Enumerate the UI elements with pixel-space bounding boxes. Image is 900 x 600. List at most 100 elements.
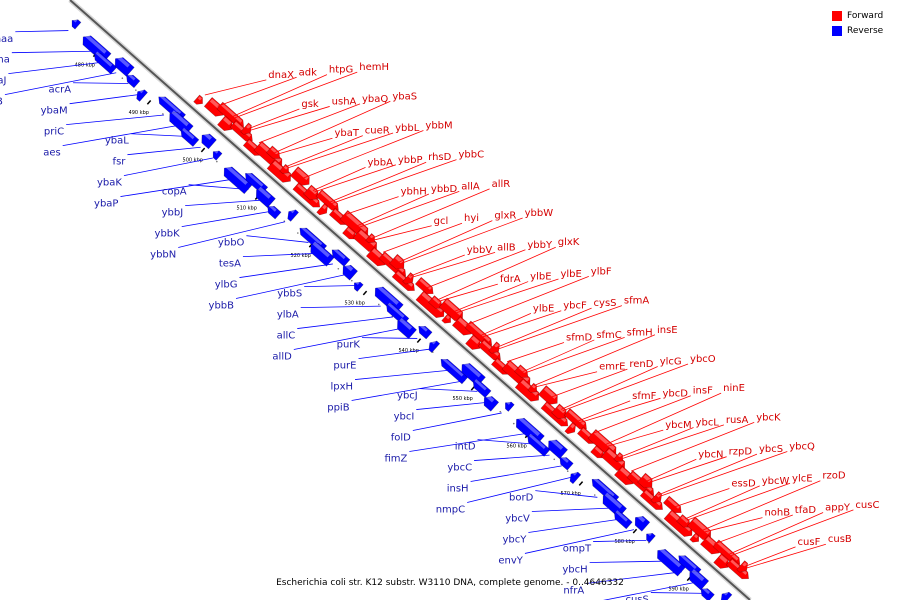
- forward-gene-label[interactable]: fdrA: [500, 274, 521, 285]
- forward-gene-label[interactable]: hemH: [359, 62, 389, 73]
- forward-gene-label[interactable]: ninE: [723, 383, 745, 394]
- forward-gene-label[interactable]: cueR: [365, 126, 390, 137]
- reverse-gene-label[interactable]: allD: [272, 352, 292, 363]
- forward-gene-label[interactable]: dnaX: [268, 70, 294, 81]
- reverse-gene-label[interactable]: acrA: [49, 85, 72, 96]
- reverse-gene-label[interactable]: ybaL: [105, 136, 129, 147]
- forward-gene-label[interactable]: ybbV: [467, 245, 493, 256]
- reverse-gene-label[interactable]: ybbN: [150, 250, 176, 261]
- reverse-gene-label[interactable]: allC: [277, 331, 296, 342]
- reverse-gene-label[interactable]: folD: [391, 433, 411, 444]
- reverse-gene-label[interactable]: ybcJ: [397, 391, 418, 402]
- reverse-gene-label[interactable]: ylbG: [215, 280, 238, 291]
- forward-gene-label[interactable]: ybcL: [696, 417, 720, 428]
- forward-gene-label[interactable]: glxR: [494, 211, 516, 222]
- forward-gene-label[interactable]: ybaT: [334, 128, 359, 139]
- forward-gene-label[interactable]: ylbE: [530, 272, 551, 283]
- forward-gene-label[interactable]: sfmA: [624, 296, 649, 307]
- reverse-gene-label[interactable]: cusS: [625, 595, 648, 600]
- reverse-gene-label[interactable]: maa: [0, 34, 13, 45]
- forward-gene-label[interactable]: sfmD: [566, 333, 592, 344]
- forward-gene-label[interactable]: ybcQ: [789, 442, 815, 453]
- reverse-gene-label[interactable]: borD: [509, 493, 534, 504]
- forward-gene-label[interactable]: ybbC: [458, 150, 484, 161]
- forward-gene-label[interactable]: ybbY: [527, 240, 553, 251]
- reverse-gene-label[interactable]: fsr: [113, 157, 127, 168]
- forward-gene-label[interactable]: allA: [461, 181, 480, 192]
- forward-gene-label[interactable]: hyi: [464, 213, 479, 224]
- reverse-gene-label[interactable]: ybbB: [209, 301, 235, 312]
- forward-gene-label[interactable]: htpG: [329, 65, 353, 76]
- forward-gene-label[interactable]: ybbA: [368, 157, 394, 168]
- forward-gene-label[interactable]: tfaD: [795, 505, 817, 516]
- forward-gene-label[interactable]: rusA: [726, 415, 749, 426]
- forward-gene-label[interactable]: gsk: [301, 99, 319, 110]
- reverse-gene-label[interactable]: purK: [337, 340, 361, 351]
- reverse-gene-label[interactable]: lpxH: [330, 382, 353, 393]
- forward-gene-label[interactable]: ybcK: [756, 412, 781, 423]
- reverse-gene-label[interactable]: nfrA: [563, 585, 584, 596]
- reverse-gene-label[interactable]: acrB: [0, 97, 3, 108]
- reverse-gene-label[interactable]: ybcI: [394, 412, 415, 423]
- reverse-gene-label[interactable]: intD: [455, 442, 476, 453]
- forward-gene-label[interactable]: rzoD: [822, 471, 845, 482]
- forward-gene-label[interactable]: ybcF: [563, 301, 587, 312]
- reverse-gene-label[interactable]: ppiB: [327, 402, 349, 413]
- forward-gene-label[interactable]: emrE: [599, 362, 625, 373]
- reverse-gene-label[interactable]: ybcH: [562, 565, 587, 576]
- reverse-gene-label[interactable]: copA: [162, 187, 187, 198]
- forward-gene-label[interactable]: gcl: [434, 216, 449, 227]
- forward-gene-label[interactable]: ushA: [332, 96, 357, 107]
- forward-gene-label[interactable]: appY: [825, 502, 851, 513]
- forward-gene-label[interactable]: ybhH: [401, 187, 427, 198]
- forward-gene-label[interactable]: ylbE: [560, 269, 581, 280]
- forward-gene-label[interactable]: ylcE: [792, 473, 813, 484]
- reverse-gene-label[interactable]: ybcY: [503, 534, 528, 545]
- reverse-gene-label[interactable]: insH: [447, 484, 469, 495]
- reverse-gene-label[interactable]: ylbA: [277, 310, 299, 321]
- forward-gene-label[interactable]: ybaS: [392, 91, 417, 102]
- reverse-gene-label[interactable]: ybcV: [505, 514, 530, 525]
- reverse-gene-label[interactable]: ybbS: [277, 289, 302, 300]
- forward-gene-label[interactable]: essD: [731, 478, 756, 489]
- reverse-gene-label[interactable]: ybaM: [41, 106, 68, 117]
- forward-gene-label[interactable]: ybbW: [525, 208, 554, 219]
- forward-gene-label[interactable]: ybbP: [398, 155, 423, 166]
- reverse-gene-label[interactable]: purE: [333, 361, 356, 372]
- forward-gene-label[interactable]: ylbE: [533, 303, 554, 314]
- forward-gene-label[interactable]: sfmF: [632, 391, 656, 402]
- forward-gene-label[interactable]: ybcM: [665, 420, 691, 431]
- reverse-gene-label[interactable]: fimZ: [384, 453, 407, 464]
- reverse-gene-label[interactable]: priC: [44, 127, 64, 138]
- reverse-gene-label[interactable]: ybaP: [94, 199, 118, 210]
- forward-gene-label[interactable]: ybcS: [759, 444, 783, 455]
- reverse-gene-label[interactable]: ybbJ: [162, 208, 184, 219]
- forward-gene-label[interactable]: cusC: [855, 500, 879, 511]
- forward-gene-label[interactable]: ybbM: [425, 120, 452, 131]
- forward-gene-label[interactable]: cusB: [828, 534, 852, 545]
- reverse-gene-label[interactable]: aes: [43, 148, 61, 159]
- forward-gene-label[interactable]: renD: [629, 359, 653, 370]
- forward-gene-label[interactable]: rhsD: [428, 152, 451, 163]
- forward-gene-label[interactable]: adk: [299, 67, 317, 78]
- forward-gene-label[interactable]: ylcG: [660, 357, 682, 368]
- reverse-gene-label[interactable]: ybaJ: [0, 76, 6, 87]
- reverse-gene-label[interactable]: tesA: [219, 259, 241, 270]
- forward-gene-label[interactable]: ybbD: [431, 184, 458, 195]
- reverse-gene-label[interactable]: envY: [498, 555, 523, 566]
- forward-gene-label[interactable]: sfmH: [627, 327, 653, 338]
- reverse-gene-label[interactable]: ybcC: [447, 463, 472, 474]
- forward-gene-label[interactable]: ybcW: [762, 476, 790, 487]
- forward-gene-label[interactable]: sfmC: [596, 330, 621, 341]
- reverse-gene-label[interactable]: ybbK: [155, 229, 181, 240]
- forward-gene-label[interactable]: glxK: [558, 237, 580, 248]
- forward-gene-label[interactable]: ybaQ: [362, 94, 388, 105]
- forward-gene-label[interactable]: ybcN: [698, 449, 723, 460]
- forward-gene-label[interactable]: rzpD: [729, 447, 753, 458]
- forward-gene-label[interactable]: ylbF: [591, 266, 612, 277]
- reverse-gene-label[interactable]: nmpC: [436, 504, 465, 515]
- forward-gene-label[interactable]: nohB: [764, 508, 790, 519]
- forward-gene-label[interactable]: allB: [497, 242, 516, 253]
- forward-gene-label[interactable]: ybcO: [690, 354, 716, 365]
- forward-gene-label[interactable]: cysS: [594, 298, 617, 309]
